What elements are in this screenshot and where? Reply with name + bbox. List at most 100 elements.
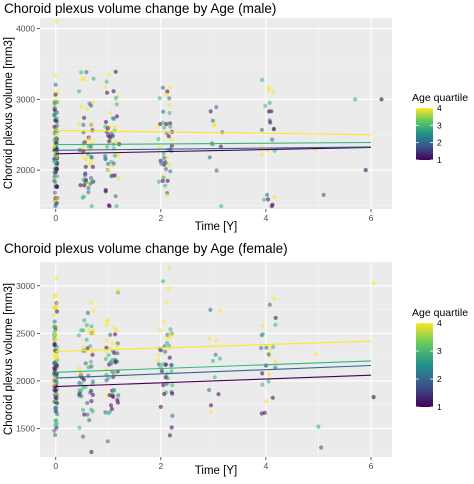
scatter-point [163,167,169,172]
scatter-point [114,114,119,119]
scatter-point [105,338,110,343]
trend-line-q4 [55,129,371,136]
scatter-point [162,391,167,397]
legend-tick-label: 3 [437,346,442,356]
scatter-point [264,345,269,350]
scatter-point [272,296,277,301]
legend-title: Age quartile [412,307,468,319]
scatter-point [53,293,59,298]
scatter-point [216,392,221,397]
scatter-point [115,397,120,403]
x-axis-ticks: 0 2 4 6 [53,209,374,223]
scatter-point [260,332,265,337]
legend-tick-label: 2 [437,138,442,148]
scatter-point [156,179,161,184]
scatter-point [316,424,321,429]
y-tick-label: 2000 [16,376,35,386]
scatter-point [267,100,272,105]
scatter-point [54,301,60,306]
x-axis-ticks: 0 2 4 6 [53,457,374,471]
scatter-point [167,433,172,438]
chart-title: Choroid plexus volume change by Age (mal… [4,1,276,16]
scatter-point [82,412,87,417]
scatter-point [167,96,172,101]
scatter-point [116,393,121,398]
scatter-point [53,170,58,175]
scatter-point [353,97,358,102]
scatter-point [87,136,92,141]
trend-line-q2 [55,364,372,379]
scatter-point [273,315,278,320]
scatter-point [54,394,59,399]
scatter-point [208,307,213,312]
scatter-point [273,365,278,370]
scatter-point [83,177,89,183]
scatter-point [164,299,169,305]
scatter-point [54,132,59,137]
scatter-point [214,105,219,110]
scatter-point [54,363,60,368]
scatter-point [52,112,57,118]
scatter-point [156,136,161,142]
scatter-point [103,156,108,161]
scatter-point [90,100,96,105]
scatter-point [52,360,57,365]
scatter-point [54,337,59,342]
scatter-point [107,204,112,209]
x-axis-label: Time [Y] [195,465,237,477]
scatter-point [107,168,112,173]
trend-lines [55,340,372,388]
scatter-point [115,351,120,356]
scatter-point [208,409,214,414]
scatter-point [81,146,86,151]
scatter-point [89,122,94,127]
scatter-point [161,383,166,388]
scatter-point [83,164,88,169]
scatter-point [112,125,117,130]
scatter-point [103,189,108,194]
scatter-point [116,153,121,158]
x-tick-label: 2 [158,213,163,223]
scatter-point [264,399,269,404]
scatter-point [160,279,166,284]
y-tick-label: 1500 [16,423,35,433]
scatter-point [165,190,170,196]
scatter-point [166,286,171,291]
scatter-point [114,328,119,333]
scatter-point [103,84,108,90]
scatter-point [113,360,118,365]
scatter-point [111,341,116,346]
scatter-point [363,168,368,173]
scatter-point [82,76,87,82]
scatter-point [86,190,91,195]
x-tick-label: 2 [158,461,163,471]
scatter-point [53,73,58,78]
scatter-point [53,372,58,377]
legend-ticks: 1 2 3 4 [416,318,442,412]
scatter-point [371,395,376,400]
scatter-point [87,101,92,106]
trend-line-q3 [55,141,371,146]
scatter-point [112,153,117,158]
y-tick-label: 3000 [16,281,35,291]
scatter-point [88,359,93,364]
scatter-point [160,85,165,90]
legend: Age quartile 1 2 3 4 [412,307,468,412]
scatter-point [379,97,384,102]
scatter-point [53,82,58,87]
scatter-point [271,126,276,131]
scatter-point [210,358,216,363]
scatter-point [260,323,265,328]
scatter-point [270,395,275,400]
y-tick-label: 2500 [16,328,35,338]
scatter-point [104,129,109,134]
scatter-point [111,394,116,399]
scatter-point [106,353,111,358]
scatter-point [158,144,163,149]
panel-background [40,262,392,457]
scatter-point [105,144,110,149]
scatter-point [219,204,224,209]
scatter-point [273,359,278,364]
scatter-point [52,342,57,347]
scatter-point [168,85,173,90]
